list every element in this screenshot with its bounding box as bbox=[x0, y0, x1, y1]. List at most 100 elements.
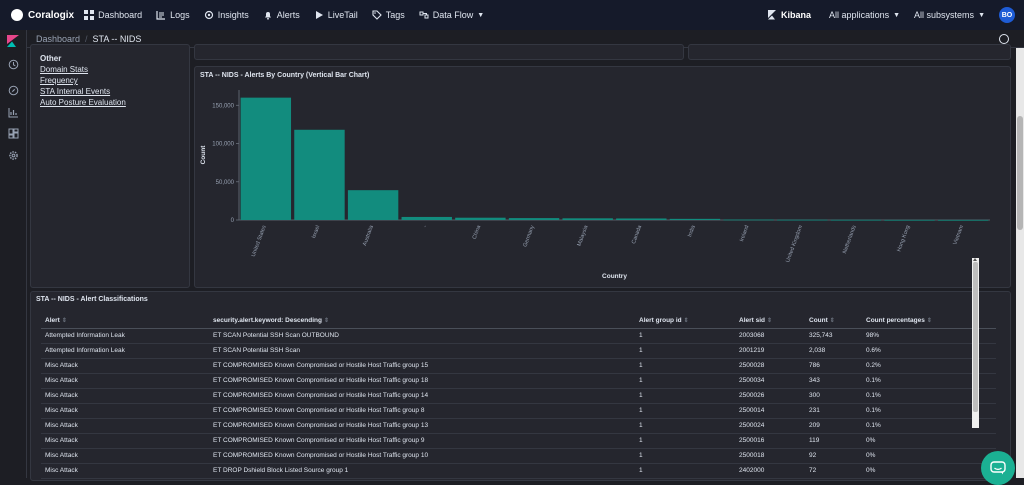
bar[interactable] bbox=[723, 219, 774, 221]
page-scrollbar-thumb[interactable] bbox=[1017, 116, 1023, 230]
link-frequency[interactable]: Frequency bbox=[40, 76, 78, 85]
col-header-alert[interactable]: Alert ⇕ bbox=[41, 314, 209, 329]
link-sta-internal-events[interactable]: STA Internal Events bbox=[40, 87, 111, 96]
nav-livetail[interactable]: LiveTail bbox=[314, 10, 358, 20]
cell-keyword: ET COMPROMISED Known Compromised or Host… bbox=[209, 418, 635, 434]
breadcrumb-current: STA -- NIDS bbox=[92, 33, 142, 44]
col-header-keyword[interactable]: security.alert.keyword: Descending ⇕ bbox=[209, 314, 635, 329]
sort-icon: ⇕ bbox=[767, 318, 773, 325]
breadcrumb-separator: / bbox=[85, 33, 88, 44]
user-avatar[interactable]: BO bbox=[999, 7, 1015, 23]
cell-count: 343 bbox=[805, 373, 862, 389]
cell-alert: Misc Attack bbox=[41, 418, 209, 434]
col-header-count[interactable]: Count ⇕ bbox=[805, 314, 862, 329]
bar[interactable] bbox=[884, 219, 935, 221]
nav-alerts[interactable]: Alerts bbox=[263, 10, 300, 20]
cell-percentage: 0% bbox=[862, 433, 996, 449]
sort-icon: ⇕ bbox=[61, 318, 67, 325]
top-navigation-bar: Coralogix Dashboard Logs Insights Alerts… bbox=[0, 0, 1024, 30]
cell-keyword: ET DROP Dshield Block Listed Source grou… bbox=[209, 463, 635, 479]
col-header-sid[interactable]: Alert sid ⇕ bbox=[735, 314, 805, 329]
cell-group-id: 1 bbox=[635, 403, 735, 419]
compass-icon[interactable] bbox=[8, 85, 19, 96]
cell-count: 231 bbox=[805, 403, 862, 419]
applications-dropdown[interactable]: All applications ▼ bbox=[829, 10, 900, 20]
play-icon bbox=[315, 11, 323, 19]
col-header-label: Alert group id bbox=[639, 317, 682, 325]
kibana-link[interactable]: Kibana bbox=[767, 10, 811, 20]
nav-logs[interactable]: Logs bbox=[156, 10, 190, 20]
chevron-down-icon: ▼ bbox=[893, 11, 901, 19]
table-row: Misc Attack ET COMPROMISED Known Compromi… bbox=[41, 433, 996, 449]
bar[interactable] bbox=[616, 218, 667, 220]
nav-dashboard[interactable]: Dashboard bbox=[84, 10, 142, 20]
cell-sid: 2500028 bbox=[735, 358, 805, 374]
nav-alerts-label: Alerts bbox=[276, 10, 300, 20]
bar[interactable] bbox=[347, 190, 399, 220]
cell-group-id: 1 bbox=[635, 448, 735, 464]
table-row: Misc Attack ET COMPROMISED Known Compromi… bbox=[41, 358, 996, 374]
clock-icon[interactable] bbox=[8, 59, 19, 70]
table-row: Misc Attack ET DROP Dshield Block Listed … bbox=[41, 463, 996, 479]
nav-tags[interactable]: Tags bbox=[372, 10, 405, 20]
y-tick-label: 0 bbox=[231, 218, 235, 224]
dashboard-app-icon[interactable] bbox=[8, 128, 19, 139]
table-panel-title: STA -- NIDS - Alert Classifications bbox=[36, 296, 148, 303]
sort-icon: ⇕ bbox=[926, 318, 932, 325]
col-header-group-id[interactable]: Alert group id ⇕ bbox=[635, 314, 735, 329]
bar[interactable] bbox=[562, 218, 613, 220]
kibana-side-nav bbox=[0, 30, 27, 478]
bar[interactable] bbox=[508, 218, 560, 220]
nav-data-flow[interactable]: Data Flow ▼ bbox=[419, 10, 484, 20]
bar[interactable] bbox=[937, 219, 989, 221]
table-scrollbar[interactable] bbox=[972, 258, 979, 428]
cell-alert: Attempted Information Leak bbox=[41, 328, 209, 344]
cell-keyword: ET COMPROMISED Known Compromised or Host… bbox=[209, 358, 635, 374]
scroll-up-arrow-icon[interactable] bbox=[973, 258, 977, 261]
x-tick-label: Ireland bbox=[739, 225, 750, 243]
bar[interactable] bbox=[240, 97, 292, 220]
bar[interactable] bbox=[294, 129, 345, 220]
cell-group-id: 1 bbox=[635, 388, 735, 404]
bar[interactable] bbox=[401, 216, 452, 220]
bar[interactable] bbox=[830, 219, 882, 221]
link-domain-stats[interactable]: Domain Stats bbox=[40, 65, 89, 74]
cell-alert: Misc Attack bbox=[41, 463, 209, 479]
page-scrollbar[interactable] bbox=[1016, 48, 1024, 478]
table-scrollbar-thumb[interactable] bbox=[973, 262, 978, 412]
subsystems-dropdown[interactable]: All subsystems ▼ bbox=[914, 10, 985, 20]
cell-percentage: 0.1% bbox=[862, 388, 996, 404]
breadcrumb-dashboard[interactable]: Dashboard bbox=[36, 33, 81, 44]
cell-percentage: 0% bbox=[862, 463, 996, 479]
nav-dashboard-label: Dashboard bbox=[98, 10, 143, 20]
nav-insights[interactable]: Insights bbox=[204, 10, 249, 20]
cell-group-id: 1 bbox=[635, 358, 735, 374]
chat-support-button[interactable] bbox=[981, 451, 1015, 485]
subsystems-dropdown-value: All subsystems bbox=[914, 10, 975, 20]
table-row: Misc Attack ET COMPROMISED Known Compromi… bbox=[41, 418, 996, 434]
help-menu-icon[interactable] bbox=[999, 34, 1009, 44]
bar[interactable] bbox=[669, 218, 721, 220]
table-row: Attempted Information Leak ET SCAN Potent… bbox=[41, 328, 996, 344]
tag-icon bbox=[372, 10, 382, 20]
col-header-label: security.alert.keyword: Descending bbox=[213, 317, 322, 325]
cell-sid: 2500018 bbox=[735, 448, 805, 464]
insights-icon bbox=[204, 10, 213, 20]
cell-sid: 2500034 bbox=[735, 373, 805, 389]
coralogix-logo[interactable]: Coralogix bbox=[11, 9, 74, 21]
alert-classifications-table: Alert ⇕ security.alert.keyword: Descendin… bbox=[41, 314, 996, 479]
bar[interactable] bbox=[455, 217, 506, 220]
x-tick-label: Israel bbox=[311, 225, 321, 240]
kibana-logo-icon[interactable] bbox=[7, 35, 19, 47]
link-auto-posture-evaluation[interactable]: Auto Posture Evaluation bbox=[40, 98, 126, 107]
x-tick-label: Malaysia bbox=[576, 224, 589, 247]
visualize-icon[interactable] bbox=[8, 107, 19, 118]
col-header-label: Alert sid bbox=[739, 317, 766, 325]
x-tick-label: United States bbox=[251, 224, 268, 257]
col-header-percentages[interactable]: Count percentages ⇕ bbox=[862, 314, 996, 329]
cell-keyword: ET COMPROMISED Known Compromised or Host… bbox=[209, 373, 635, 389]
gear-icon[interactable] bbox=[8, 150, 19, 161]
cell-alert: Misc Attack bbox=[41, 433, 209, 449]
bar[interactable] bbox=[777, 219, 828, 221]
cell-count: 72 bbox=[805, 463, 862, 479]
